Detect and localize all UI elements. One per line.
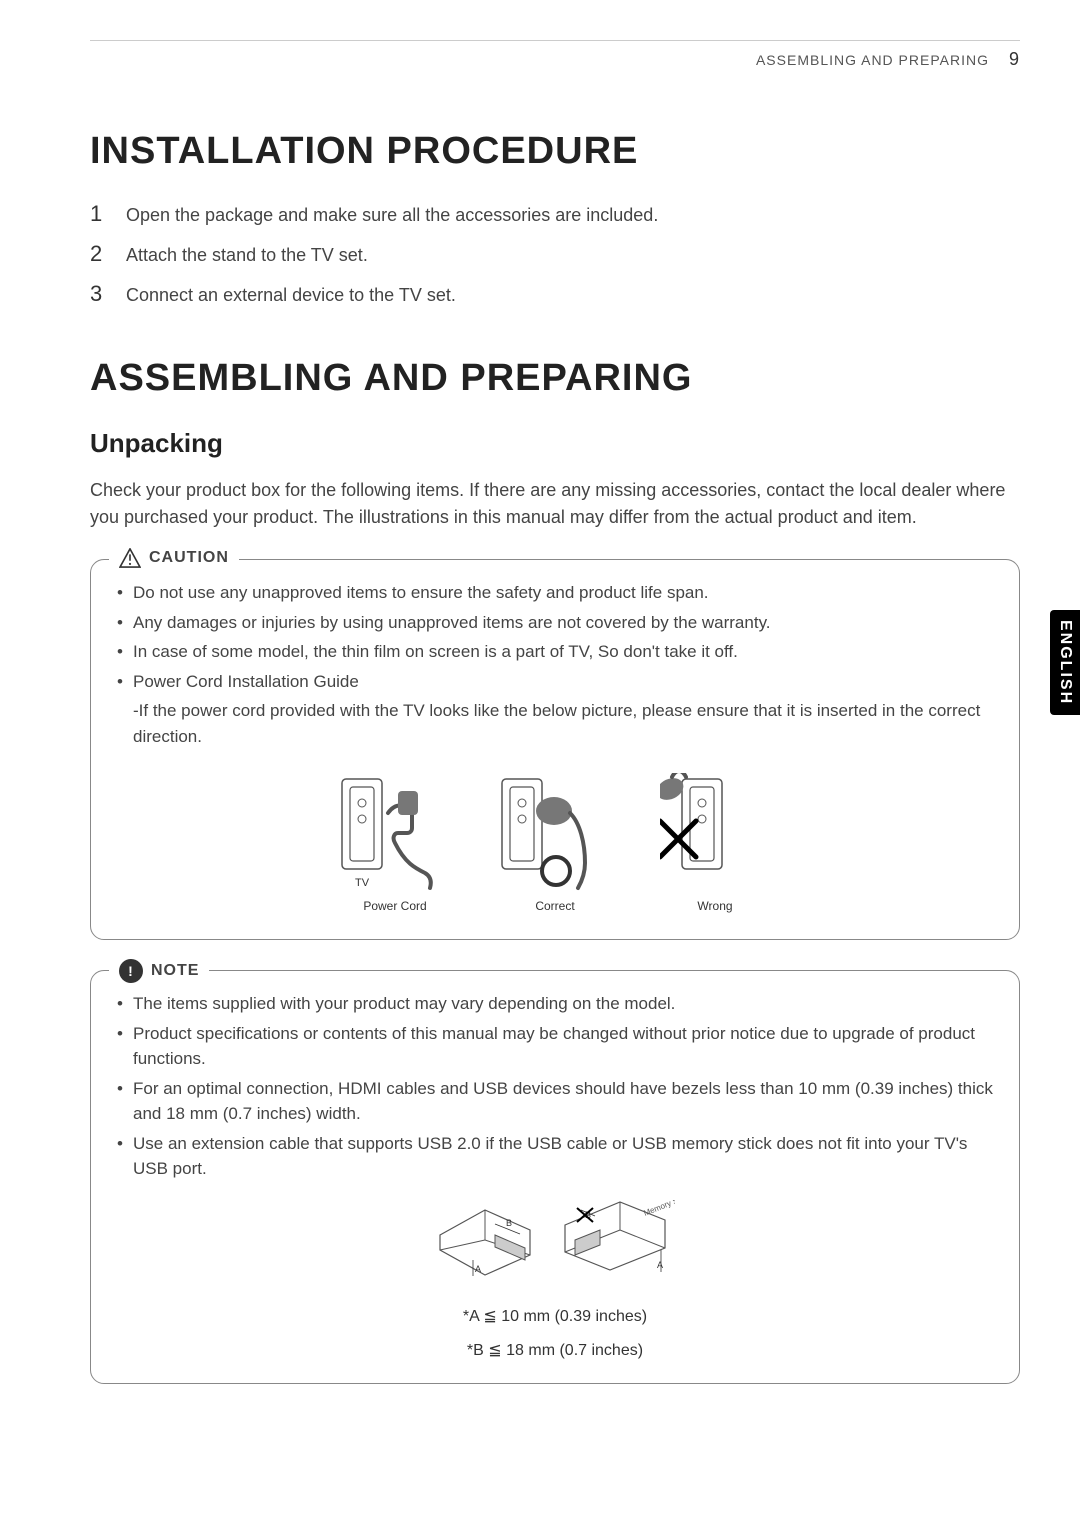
- unpacking-intro: Check your product box for the following…: [90, 477, 1020, 531]
- svg-text:A: A: [657, 1260, 663, 1270]
- caution-item: Do not use any unapproved items to ensur…: [115, 580, 995, 606]
- note-icon: !: [119, 959, 143, 983]
- usb-caption-a: *A ≦ 10 mm (0.39 inches): [115, 1305, 995, 1329]
- caution-list: Do not use any unapproved items to ensur…: [115, 580, 995, 694]
- caption-power-cord: Power Cord: [340, 899, 450, 913]
- note-item: For an optimal connection, HDMI cables a…: [115, 1076, 995, 1127]
- wrong-icon: [660, 773, 770, 893]
- caution-box: CAUTION Do not use any unapproved items …: [90, 559, 1020, 940]
- step-number: 3: [90, 281, 108, 307]
- title-assembling: ASSEMBLING AND PREPARING: [90, 357, 1020, 400]
- usb-diagram: A B Memory Stick B A *A ≦ 10 mm (0.39 in…: [115, 1200, 995, 1363]
- page-number: 9: [1009, 49, 1020, 70]
- step-text: Attach the stand to the TV set.: [126, 245, 368, 266]
- svg-text:B: B: [506, 1218, 512, 1228]
- diagram-correct: Correct: [500, 773, 610, 913]
- step-text: Connect an external device to the TV set…: [126, 285, 456, 306]
- note-label: ! NOTE: [109, 959, 209, 983]
- note-label-text: NOTE: [151, 962, 199, 980]
- step-item: 3 Connect an external device to the TV s…: [90, 281, 1020, 307]
- caution-item: In case of some model, the thin film on …: [115, 639, 995, 665]
- svg-text:A: A: [475, 1264, 481, 1274]
- step-item: 1 Open the package and make sure all the…: [90, 201, 1020, 227]
- correct-icon: [500, 773, 610, 893]
- caution-item: Any damages or injuries by using unappro…: [115, 610, 995, 636]
- caution-subline: -If the power cord provided with the TV …: [115, 698, 995, 749]
- power-cord-diagram-row: TV Power Cord Correct: [115, 773, 995, 913]
- installation-steps: 1 Open the package and make sure all the…: [90, 201, 1020, 307]
- caution-label: CAUTION: [109, 548, 239, 568]
- diagram-tv: TV Power Cord: [340, 773, 450, 913]
- note-box: ! NOTE The items supplied with your prod…: [90, 970, 1020, 1384]
- title-unpacking: Unpacking: [90, 428, 1020, 459]
- usb-caption-b: *B ≦ 18 mm (0.7 inches): [115, 1339, 995, 1363]
- step-text: Open the package and make sure all the a…: [126, 205, 658, 226]
- step-number: 1: [90, 201, 108, 227]
- running-title: ASSEMBLING AND PREPARING: [756, 52, 989, 68]
- caption-wrong: Wrong: [660, 899, 770, 913]
- tv-icon: TV: [340, 773, 450, 893]
- svg-text:Memory Stick: Memory Stick: [642, 1200, 675, 1218]
- header-rule: [90, 40, 1020, 41]
- diagram-wrong: Wrong: [660, 773, 770, 913]
- caption-correct: Correct: [500, 899, 610, 913]
- note-list: The items supplied with your product may…: [115, 991, 995, 1182]
- caution-label-text: CAUTION: [149, 549, 229, 567]
- step-item: 2 Attach the stand to the TV set.: [90, 241, 1020, 267]
- note-item: Product specifications or contents of th…: [115, 1021, 995, 1072]
- caution-item: Power Cord Installation Guide: [115, 669, 995, 695]
- step-number: 2: [90, 241, 108, 267]
- note-item: Use an extension cable that supports USB…: [115, 1131, 995, 1182]
- language-tab: ENGLISH: [1050, 610, 1080, 715]
- running-header: ASSEMBLING AND PREPARING 9: [90, 49, 1020, 70]
- usb-connector-icon: A B Memory Stick B A: [435, 1200, 675, 1290]
- title-installation: INSTALLATION PROCEDURE: [90, 130, 1020, 173]
- warning-icon: [119, 548, 141, 568]
- note-item: The items supplied with your product may…: [115, 991, 995, 1017]
- caption-tv: TV: [355, 877, 370, 889]
